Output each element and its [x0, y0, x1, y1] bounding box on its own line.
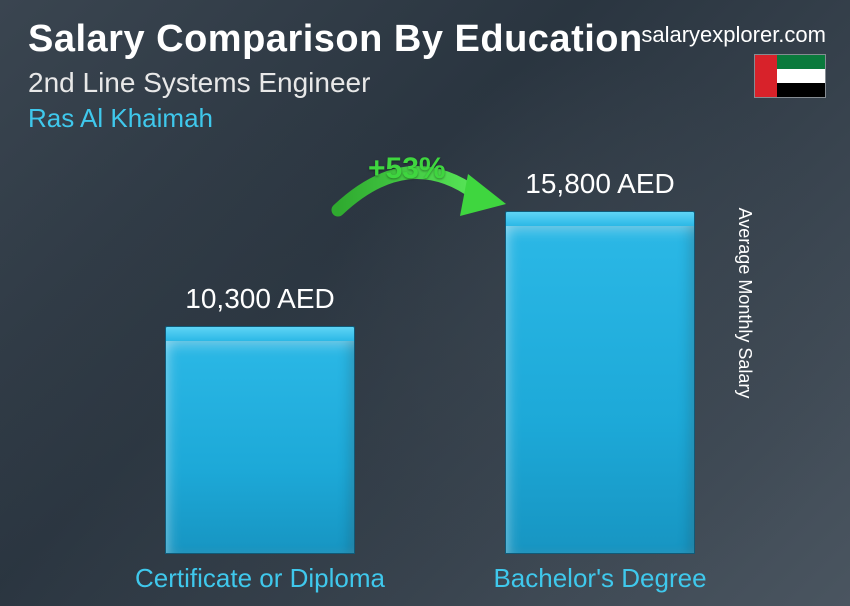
brand-label: salaryexplorer.com [641, 22, 826, 48]
bar-label-1: Bachelor's Degree [440, 563, 760, 594]
chart-location: Ras Al Khaimah [28, 103, 643, 134]
flag-stripe-green [777, 55, 825, 69]
flag-red-bar [755, 55, 777, 97]
bar-value-0: 10,300 AED [130, 283, 390, 315]
chart-area: 10,300 AED Certificate or Diploma 15,800… [70, 200, 780, 554]
chart-title: Salary Comparison By Education [28, 18, 643, 61]
uae-flag-icon [754, 54, 826, 98]
flag-stripe-black [777, 83, 825, 97]
title-block: Salary Comparison By Education 2nd Line … [28, 18, 643, 134]
flag-stripes [777, 55, 825, 97]
infographic-canvas: Salary Comparison By Education 2nd Line … [0, 0, 850, 606]
flag-stripe-white [777, 69, 825, 83]
bar-bachelors-degree [505, 224, 695, 554]
bar-label-0: Certificate or Diploma [100, 563, 420, 594]
chart-subtitle: 2nd Line Systems Engineer [28, 67, 643, 99]
percent-increase-badge: +53% [368, 152, 446, 186]
bar-value-1: 15,800 AED [470, 168, 730, 200]
bar-certificate-diploma [165, 339, 355, 554]
